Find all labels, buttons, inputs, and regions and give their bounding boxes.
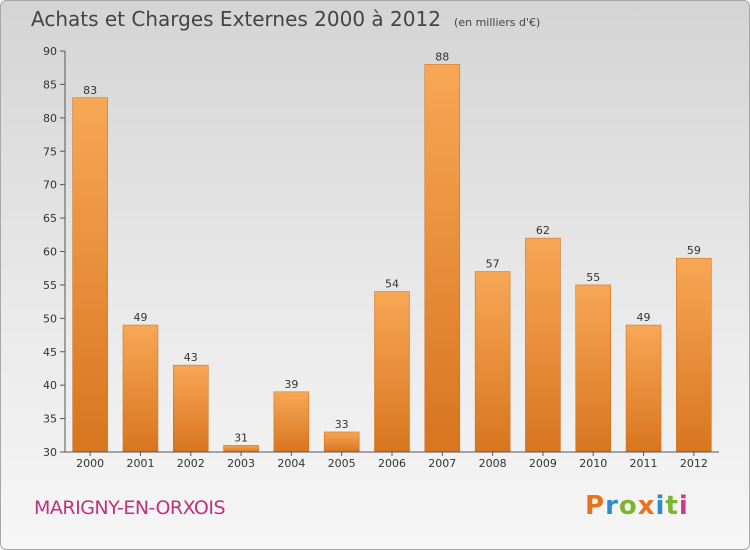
logo-letter: r <box>605 491 619 521</box>
logo-letter: x <box>637 491 656 521</box>
bar[interactable] <box>273 391 310 453</box>
y-tick-label: 50 <box>43 312 57 325</box>
logo-letter: o <box>618 491 638 521</box>
x-tick-label: 2001 <box>126 457 154 470</box>
y-axis: 30 35 40 45 50 55 60 65 70 75 80 85 90 <box>43 45 66 459</box>
value-label: 49 <box>133 311 147 324</box>
logo-letter: i <box>655 491 666 521</box>
value-label: 59 <box>687 244 701 257</box>
value-label: 43 <box>184 351 198 364</box>
bar[interactable] <box>676 257 712 453</box>
x-tick-label: 2002 <box>177 457 205 470</box>
y-tick-label: 45 <box>43 346 57 359</box>
logo-letter: t <box>665 491 679 521</box>
x-tick-label: 2003 <box>227 457 255 470</box>
value-label: 62 <box>536 224 550 237</box>
y-tick-label: 90 <box>43 45 57 58</box>
value-label: 54 <box>385 278 399 291</box>
x-tick-label: 2011 <box>630 457 658 470</box>
x-tick-label: 2000 <box>76 457 104 470</box>
commune-name: MARIGNY-EN-ORXOIS <box>34 497 226 519</box>
proxiti-logo[interactable]: Proxiti <box>585 491 689 521</box>
chart-title: Achats et Charges Externes 2000 à 2012 <box>31 7 441 31</box>
y-tick-label: 60 <box>43 246 57 259</box>
bar[interactable] <box>173 364 209 453</box>
bars: 83 49 43 31 39 33 54 88 57 62 55 49 59 <box>72 50 712 453</box>
x-tick-label: 2012 <box>680 457 708 470</box>
value-label: 83 <box>83 84 97 97</box>
logo-letter: P <box>585 491 606 521</box>
bar[interactable] <box>122 324 159 453</box>
x-tick-label: 2009 <box>529 457 557 470</box>
x-tick-label: 2008 <box>479 457 507 470</box>
bar[interactable] <box>525 237 561 453</box>
x-tick-label: 2005 <box>328 457 356 470</box>
y-tick-label: 55 <box>43 279 57 292</box>
y-tick-label: 30 <box>43 446 57 459</box>
value-label: 39 <box>284 378 298 391</box>
value-label: 88 <box>435 50 449 63</box>
bar[interactable] <box>625 324 662 453</box>
value-label: 33 <box>335 418 349 431</box>
y-tick-label: 40 <box>43 379 57 392</box>
chart-subtitle: (en milliers d'€) <box>454 16 541 29</box>
x-tick-label: 2004 <box>277 457 305 470</box>
bar[interactable] <box>72 97 108 453</box>
value-label: 57 <box>486 258 500 271</box>
y-tick-label: 35 <box>43 413 57 426</box>
value-label: 55 <box>586 271 600 284</box>
x-axis: 2000 2001 2002 2003 2004 2005 2006 2007 2008 2009… <box>65 451 719 470</box>
bar[interactable] <box>474 271 511 453</box>
title-row: Achats et Charges Externes 2000 à 2012 (… <box>31 7 540 31</box>
x-tick-label: 2006 <box>378 457 406 470</box>
x-tick-label: 2010 <box>579 457 607 470</box>
bar[interactable] <box>223 445 259 453</box>
bar[interactable] <box>323 431 360 453</box>
logo-letter: i <box>678 491 689 521</box>
bar[interactable] <box>575 284 611 453</box>
y-tick-label: 85 <box>43 78 57 91</box>
value-label: 49 <box>637 311 651 324</box>
y-tick-label: 80 <box>43 112 57 125</box>
bar[interactable] <box>374 291 410 453</box>
y-tick-label: 75 <box>43 145 57 158</box>
bar[interactable] <box>424 64 461 453</box>
y-tick-label: 70 <box>43 179 57 192</box>
x-tick-label: 2007 <box>428 457 456 470</box>
y-tick-label: 65 <box>43 212 57 225</box>
value-label: 31 <box>234 431 248 444</box>
